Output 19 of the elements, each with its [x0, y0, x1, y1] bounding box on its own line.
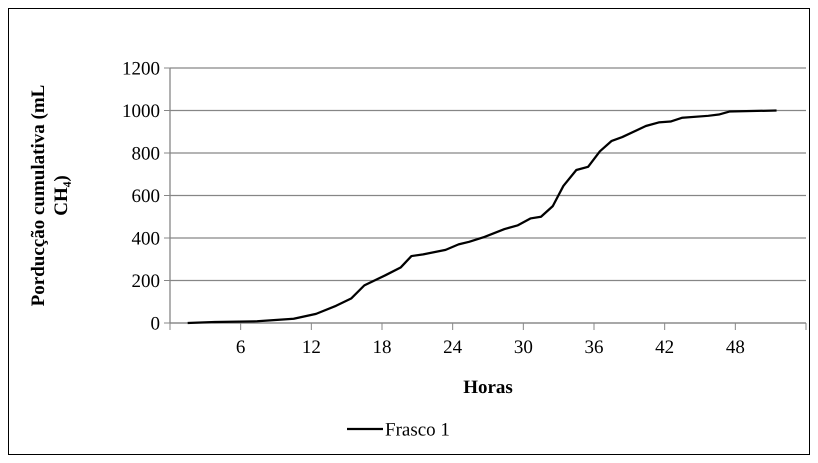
x-tick-label: 30 — [514, 337, 533, 358]
y-tick-label: 600 — [132, 186, 160, 208]
x-tick-label: 48 — [726, 337, 745, 358]
y-tick-label: 1200 — [122, 58, 160, 80]
x-axis-title: Horas — [463, 377, 513, 398]
x-tick-label: 42 — [655, 337, 674, 358]
x-tick-label: 6 — [236, 337, 246, 358]
y-tick-label: 200 — [132, 271, 160, 292]
x-tick-label: 12 — [302, 337, 321, 358]
y-tick-label: 800 — [132, 144, 160, 165]
x-tick-label: 18 — [372, 337, 392, 358]
legend-label: Frasco 1 — [385, 420, 450, 441]
line-series — [186, 109, 778, 324]
y-tick-label: 1000 — [122, 101, 160, 122]
x-tick-label: 36 — [584, 337, 604, 358]
x-tick-label: 24 — [443, 337, 463, 358]
y-tick-label: 400 — [132, 228, 160, 250]
y-tick-label: 0 — [150, 314, 160, 335]
y-axis-title: Porducção cumulativa (mL CH₄) — [28, 84, 72, 306]
